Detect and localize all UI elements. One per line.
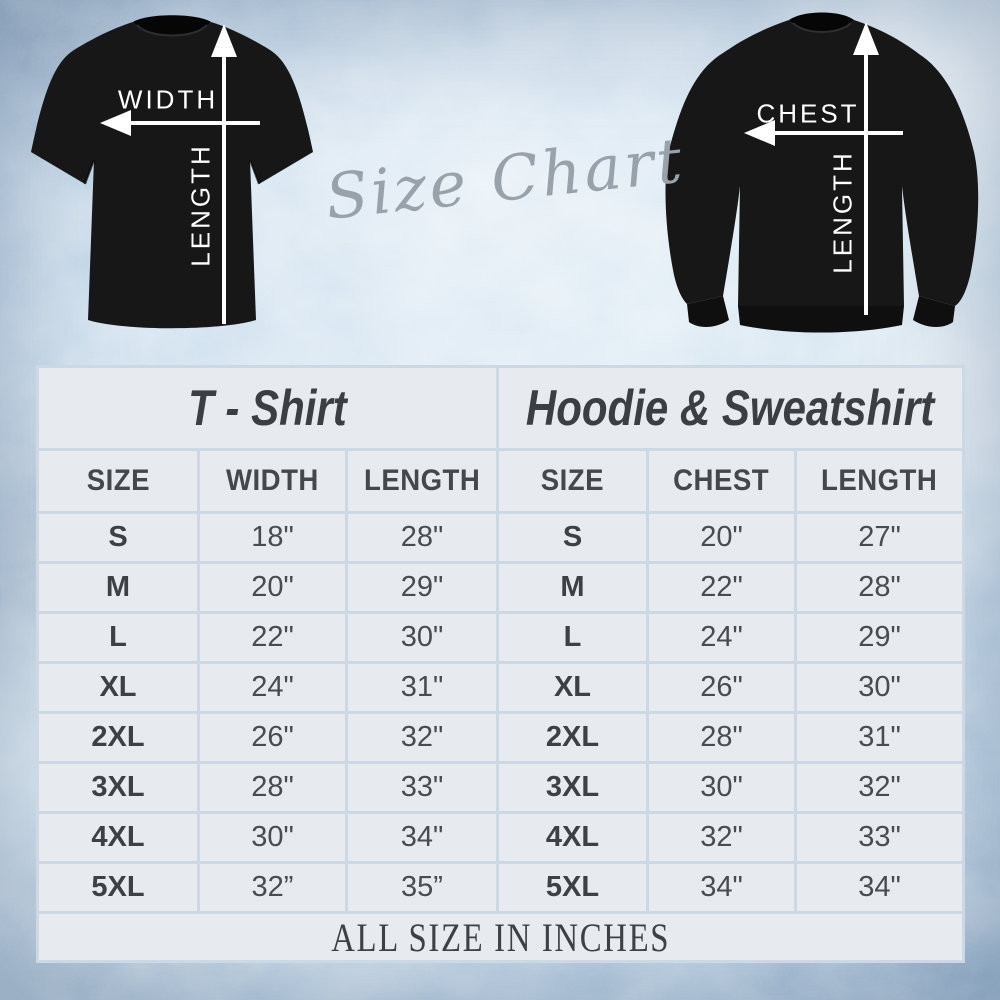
measurement-cell: 28" — [797, 564, 962, 611]
size-chart-table: T - Shirt Hoodie & Sweatshirt SIZE WIDTH… — [36, 365, 965, 963]
size-cell: L — [499, 614, 646, 661]
measurement-cell: 28" — [348, 514, 496, 561]
table-row: 3XL 28" 33" 3XL 30" 32" — [39, 764, 962, 811]
measurement-cell: 20" — [200, 564, 345, 611]
table-body: S 18" 28" S 20" 27" M 20" 29" M 22" 28" L 22" 30" L 24" 2… — [39, 514, 962, 911]
table-row: M 20" 29" M 22" 28" — [39, 564, 962, 611]
measurement-cell: 30" — [200, 814, 345, 861]
size-cell: XL — [499, 664, 646, 711]
size-cell: 4XL — [499, 814, 646, 861]
table-title-row: T - Shirt Hoodie & Sweatshirt — [39, 368, 962, 448]
measurement-cell: 26" — [649, 664, 794, 711]
measurement-cell: 35” — [348, 864, 496, 911]
size-cell: M — [39, 564, 197, 611]
tshirt-width-label: WIDTH — [117, 84, 219, 115]
size-cell: 3XL — [499, 764, 646, 811]
column-header-size-hoodie: SIZE — [499, 451, 646, 511]
measurement-cell: 24" — [200, 664, 345, 711]
measurement-cell: 30" — [797, 664, 962, 711]
column-header-length-tshirt: LENGTH — [348, 451, 496, 511]
table-row: XL 24" 31" XL 26" 30" — [39, 664, 962, 711]
hoodie-table-title: Hoodie & Sweatshirt — [499, 368, 962, 448]
sweatshirt-chest-label: CHEST — [756, 98, 860, 129]
measurement-cell: 33" — [348, 764, 496, 811]
column-header-size-tshirt: SIZE — [39, 451, 197, 511]
measurement-cell: 22" — [649, 564, 794, 611]
table-row: L 22" 30" L 24" 29" — [39, 614, 962, 661]
measurement-cell: 32” — [200, 864, 345, 911]
measurement-cell: 30" — [348, 614, 496, 661]
column-header-chest: CHEST — [649, 451, 794, 511]
column-header-width: WIDTH — [200, 451, 345, 511]
measurement-cell: 24" — [649, 614, 794, 661]
tshirt-image — [31, 15, 313, 329]
sweatshirt-image — [665, 12, 979, 333]
measurement-cell: 28" — [200, 764, 345, 811]
table-row: 4XL 30" 34" 4XL 32" 33" — [39, 814, 962, 861]
size-cell: 3XL — [39, 764, 197, 811]
size-cell: S — [39, 514, 197, 561]
table-row: 5XL 32” 35” 5XL 34" 34" — [39, 864, 962, 911]
measurement-cell: 33" — [797, 814, 962, 861]
size-cell: 5XL — [499, 864, 646, 911]
measurement-cell: 27" — [797, 514, 962, 561]
column-header-row: SIZE WIDTH LENGTH SIZE CHEST LENGTH — [39, 451, 962, 511]
measurement-cell: 32" — [649, 814, 794, 861]
measurement-cell: 31" — [797, 714, 962, 761]
measurement-cell: 20" — [649, 514, 794, 561]
size-cell: L — [39, 614, 197, 661]
all-size-in-inches-note: ALL SIZE IN INCHES — [39, 914, 962, 960]
measurement-cell: 34" — [797, 864, 962, 911]
size-cell: 2XL — [39, 714, 197, 761]
size-cell: S — [499, 514, 646, 561]
tshirt-table-title: T - Shirt — [39, 368, 496, 448]
column-header-length-hoodie: LENGTH — [797, 451, 962, 511]
measurement-cell: 29" — [348, 564, 496, 611]
measurement-cell: 18" — [200, 514, 345, 561]
measurement-cell: 22" — [200, 614, 345, 661]
measurement-cell: 34" — [348, 814, 496, 861]
measurement-cell: 28" — [649, 714, 794, 761]
measurement-cell: 34" — [649, 864, 794, 911]
tshirt-length-label: LENGTH — [185, 143, 216, 267]
size-cell: 2XL — [499, 714, 646, 761]
measurement-cell: 26" — [200, 714, 345, 761]
size-cell: 5XL — [39, 864, 197, 911]
measurement-cell: 30" — [649, 764, 794, 811]
sweatshirt-length-label: LENGTH — [827, 150, 858, 274]
measurement-cell: 32" — [797, 764, 962, 811]
table-row: S 18" 28" S 20" 27" — [39, 514, 962, 561]
measurement-cell: 29" — [797, 614, 962, 661]
measurement-cell: 31" — [348, 664, 496, 711]
table-row: 2XL 26" 32" 2XL 28" 31" — [39, 714, 962, 761]
size-cell: M — [499, 564, 646, 611]
measurement-cell: 32" — [348, 714, 496, 761]
size-cell: XL — [39, 664, 197, 711]
table-footer-row: ALL SIZE IN INCHES — [39, 914, 962, 960]
size-cell: 4XL — [39, 814, 197, 861]
